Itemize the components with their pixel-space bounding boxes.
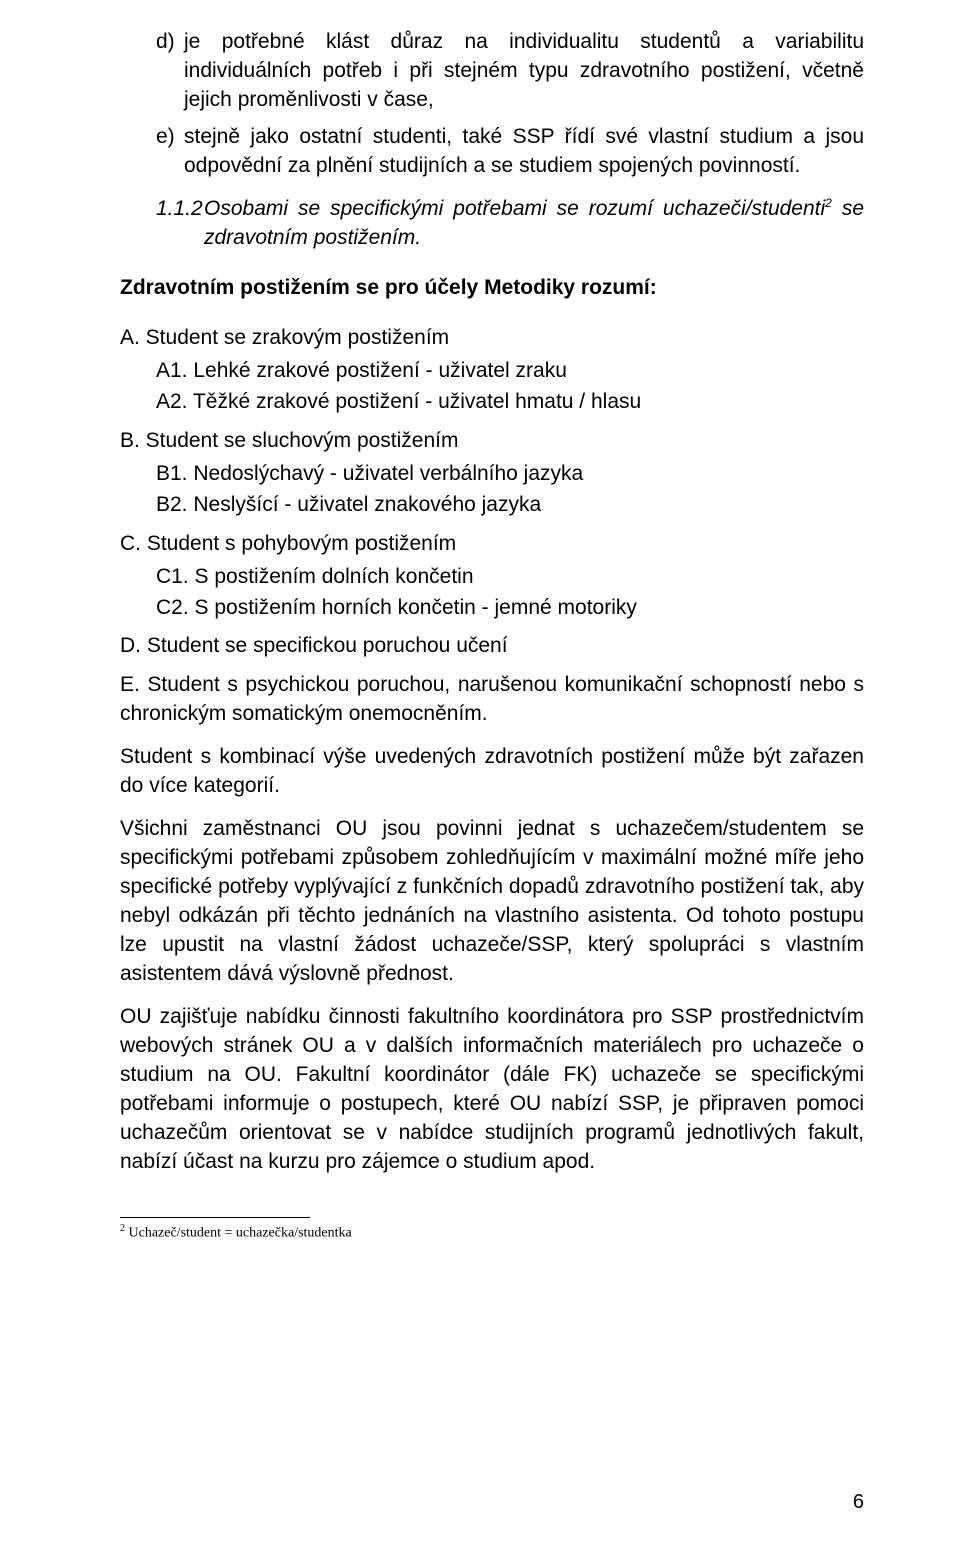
category-b: B. Student se sluchovým postižením B1. N… [120, 427, 864, 520]
list-item: e) stejně jako ostatní studenti, také SS… [156, 123, 864, 181]
footnote-ref: 2 [825, 196, 832, 210]
category-sub: B1. Nedoslýchavý - uživatel verbálního j… [156, 460, 864, 489]
category-a: A. Student se zrakovým postižením A1. Le… [120, 324, 864, 417]
heading-zp: Zdravotním postižením se pro účely Metod… [120, 274, 864, 303]
category-sub: C1. S postižením dolních končetin [156, 563, 864, 592]
footnote: 2 Uchazeč/student = uchazečka/studentka [120, 1222, 864, 1243]
list-marker: e) [156, 123, 184, 181]
category-sub: C2. S postižením horních končetin - jemn… [156, 594, 864, 623]
category-d: D. Student se specifickou poruchou učení [120, 632, 864, 661]
category-head: A. Student se zrakovým postižením [120, 324, 864, 353]
category-head: E. Student s psychickou poruchou, naruše… [120, 671, 864, 729]
footnote-text: Uchazeč/student = uchazečka/studentka [125, 1226, 352, 1241]
paragraph-kombinace: Student s kombinací výše uvedených zdrav… [120, 743, 864, 801]
list-item: d) je potřebné klást důraz na individual… [156, 28, 864, 115]
category-sub: A1. Lehké zrakové postižení - uživatel z… [156, 357, 864, 386]
list-text: je potřebné klást důraz na individualitu… [184, 28, 864, 115]
list-marker: d) [156, 28, 184, 115]
footnote-rule [120, 1217, 310, 1218]
category-head: B. Student se sluchovým postižením [120, 427, 864, 456]
section-text: Osobami se specifickými potřebami se roz… [204, 195, 864, 253]
category-head: D. Student se specifickou poruchou učení [120, 632, 864, 661]
category-e: E. Student s psychickou poruchou, naruše… [120, 671, 864, 729]
section-text-a: Osobami se specifickými potřebami se roz… [204, 197, 825, 220]
section-1-1-2: 1.1.2 Osobami se specifickými potřebami … [120, 195, 864, 253]
lettered-list: d) je potřebné klást důraz na individual… [120, 28, 864, 181]
page-container: d) je potřebné klást důraz na individual… [0, 0, 960, 1541]
paragraph-vsichni: Všichni zaměstnanci OU jsou povinni jedn… [120, 815, 864, 989]
section-number: 1.1.2 [156, 195, 204, 253]
paragraph-ou: OU zajišťuje nabídku činnosti fakultního… [120, 1003, 864, 1177]
category-sub: A2. Těžké zrakové postižení - uživatel h… [156, 388, 864, 417]
category-sub: B2. Neslyšící - uživatel znakového jazyk… [156, 491, 864, 520]
category-head: C. Student s pohybovým postižením [120, 530, 864, 559]
category-c: C. Student s pohybovým postižením C1. S … [120, 530, 864, 623]
list-text: stejně jako ostatní studenti, také SSP ř… [184, 123, 864, 181]
page-number: 6 [853, 1489, 864, 1517]
